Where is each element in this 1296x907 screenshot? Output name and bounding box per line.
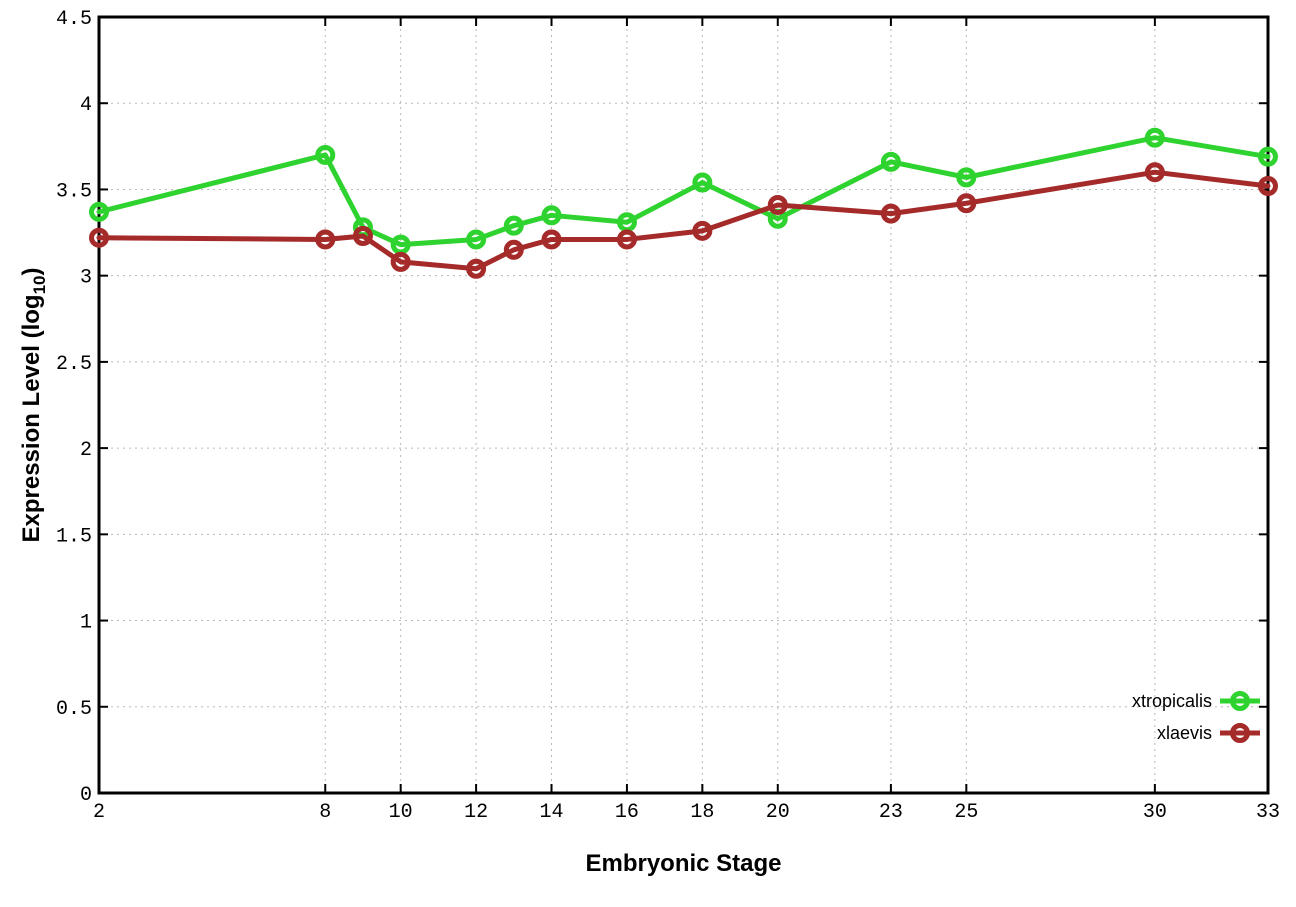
data-point-xlaevis xyxy=(315,229,336,250)
legend-sample-marker-xtropicalis xyxy=(1230,691,1250,711)
data-point-xtropicalis xyxy=(692,172,713,193)
y-axis-title-text: Expression Level (log xyxy=(18,294,45,543)
data-point-xtropicalis xyxy=(315,144,336,165)
data-point-xlaevis xyxy=(503,239,524,260)
data-point-xlaevis xyxy=(880,203,901,224)
data-point-xlaevis xyxy=(767,194,788,215)
data-point-xlaevis xyxy=(616,229,637,250)
y-axis-title: Expression Level (log10) xyxy=(18,15,49,795)
data-point-xtropicalis xyxy=(880,151,901,172)
x-axis-title: Embryonic Stage xyxy=(585,850,782,877)
y-tick-label: 0.5 xyxy=(56,698,92,721)
x-tick-label: 30 xyxy=(1143,801,1167,824)
x-tick-label: 14 xyxy=(540,801,564,824)
y-tick-label: 1 xyxy=(80,612,92,635)
data-point-xlaevis xyxy=(692,220,713,241)
data-point-xlaevis xyxy=(956,193,977,214)
data-point-xlaevis xyxy=(89,227,109,248)
y-tick-label: 2 xyxy=(80,439,92,462)
x-tick-label: 25 xyxy=(954,801,978,824)
data-point-xtropicalis xyxy=(1258,146,1278,167)
series-line-xtropicalis xyxy=(96,135,1271,248)
data-point-xtropicalis xyxy=(1144,127,1165,148)
data-point-xtropicalis xyxy=(503,215,524,236)
x-tick-label: 8 xyxy=(319,801,331,824)
data-point-xtropicalis xyxy=(466,229,487,250)
data-point-xtropicalis xyxy=(89,201,109,222)
data-point-xtropicalis xyxy=(541,205,562,226)
data-point-xlaevis xyxy=(390,251,411,272)
data-point-xtropicalis xyxy=(956,167,977,188)
y-tick-label: 4 xyxy=(80,94,92,117)
data-point-xlaevis xyxy=(541,229,562,250)
data-point-xlaevis xyxy=(1258,175,1278,196)
legend-sample-marker-xlaevis xyxy=(1230,723,1250,743)
legend-label-xtropicalis: xtropicalis xyxy=(1132,691,1212,711)
y-axis-title-suffix: ) xyxy=(18,267,45,276)
y-tick-label: 1.5 xyxy=(56,525,92,548)
y-tick-label: 4.5 xyxy=(56,8,92,31)
plot-border xyxy=(97,15,1270,795)
x-tick-label: 10 xyxy=(389,801,413,824)
y-tick-label: 3 xyxy=(80,267,92,290)
y-tick-label: 0 xyxy=(80,784,92,807)
data-point-xlaevis xyxy=(1144,162,1165,183)
x-tick-label: 12 xyxy=(464,801,488,824)
x-tick-label: 20 xyxy=(766,801,790,824)
x-tick-label: 2 xyxy=(93,801,105,824)
x-tick-label: 16 xyxy=(615,801,639,824)
legend-label-xlaevis: xlaevis xyxy=(1157,723,1212,743)
x-tick-label: 33 xyxy=(1256,801,1280,824)
x-tick-label: 18 xyxy=(690,801,714,824)
x-tick-label: 23 xyxy=(879,801,903,824)
y-axis-title-subscript: 10 xyxy=(29,275,49,295)
data-point-xlaevis xyxy=(466,258,487,279)
data-point-xlaevis xyxy=(352,226,373,247)
y-tick-label: 2.5 xyxy=(56,353,92,376)
series-line-xlaevis xyxy=(96,169,1271,272)
y-tick-label: 3.5 xyxy=(56,180,92,203)
